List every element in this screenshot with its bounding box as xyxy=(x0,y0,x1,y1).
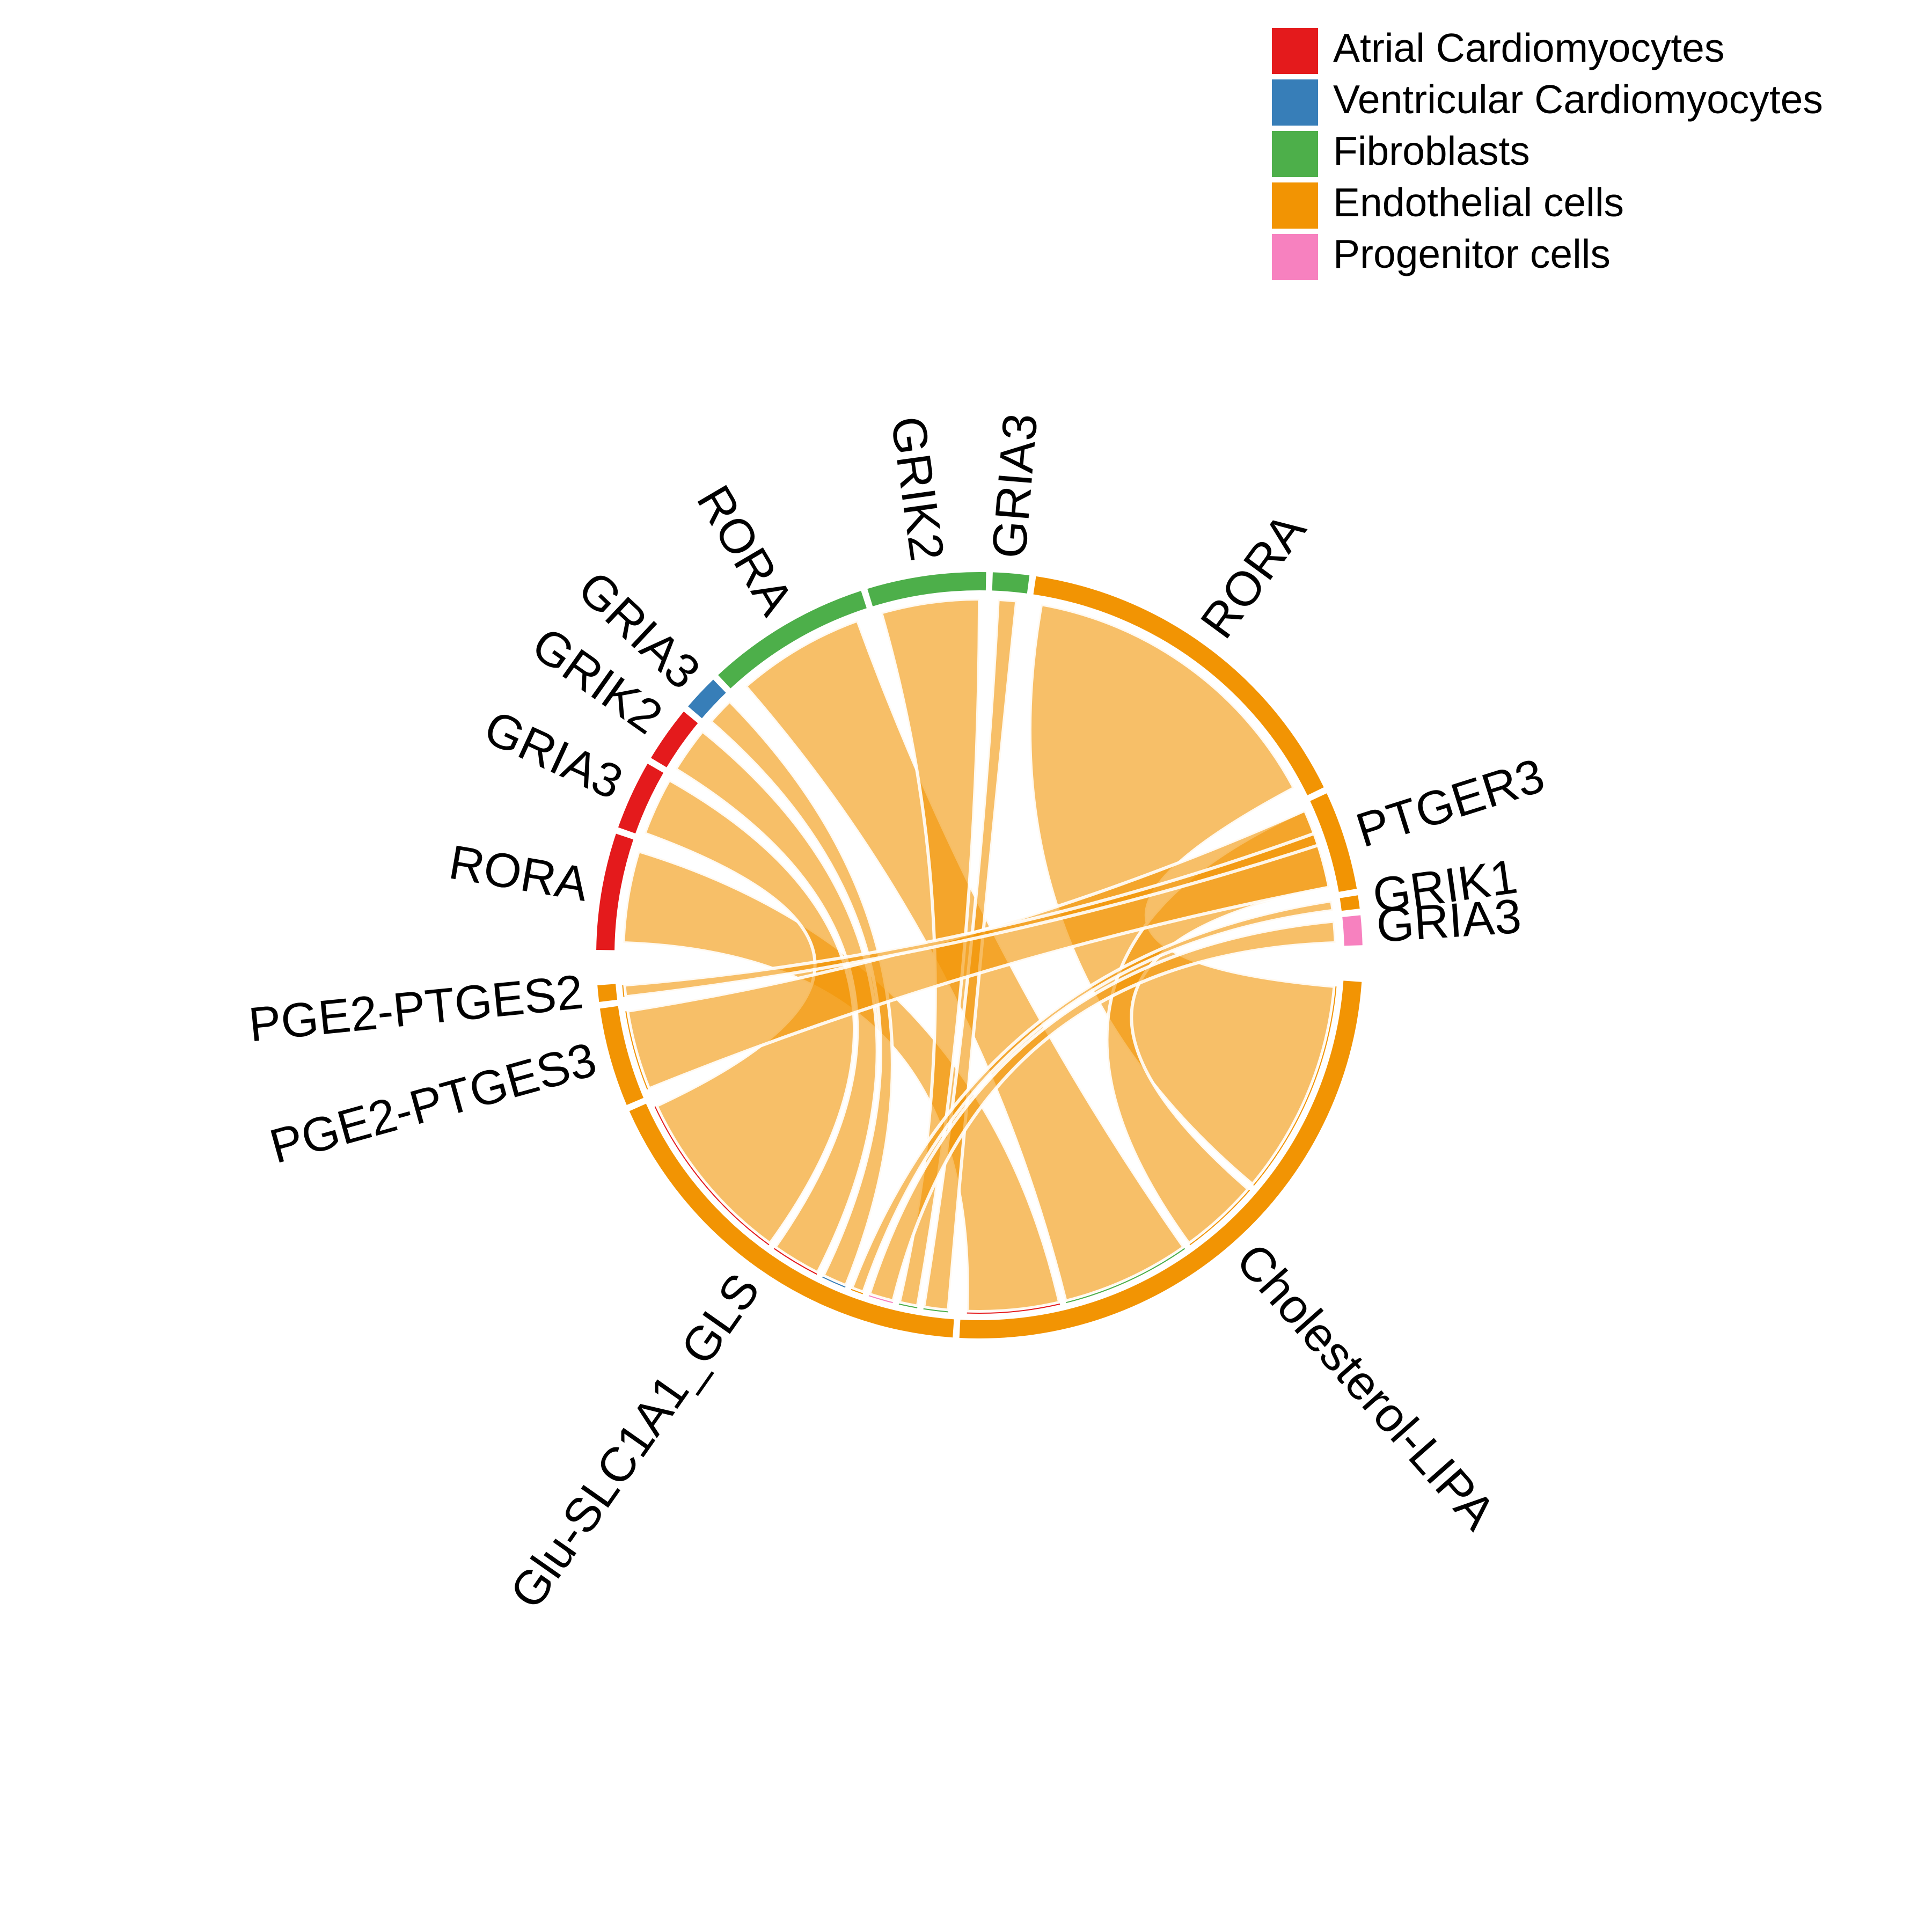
inner-track-pge2_ptges2-ptger3_endo xyxy=(622,985,625,997)
chord-link-pge2_ptges2-to-ptger3_endo xyxy=(623,831,1321,999)
sector-label-cholesterol_lipa: Cholesterol-LIPA xyxy=(1226,1233,1505,1540)
chord-link-glu_slc1a1_gls-to-gria3_ventricular xyxy=(708,699,894,1288)
chord-sectors xyxy=(596,572,1363,1338)
legend-swatch xyxy=(1272,182,1318,229)
sector-arc-gria3_atrial xyxy=(618,764,664,834)
legend-swatch xyxy=(1272,79,1318,126)
sector-arc-pge2_ptges3 xyxy=(599,1006,644,1105)
inner-track-glu_slc1a1_gls-grik2_atrial xyxy=(773,1248,817,1275)
sector-arc-rora_fibro xyxy=(718,590,867,689)
sector-label-glu_slc1a1_gls: Glu-SLC1A1_GLS xyxy=(500,1264,771,1619)
chord-link-glu_slc1a1_gls-to-grik2_fibro xyxy=(879,597,982,1308)
legend-label: Ventricular Cardiomyocytes xyxy=(1333,77,1823,122)
sector-arc-grik1_endo xyxy=(1340,895,1360,911)
legend-swatch xyxy=(1272,234,1318,280)
sector-arc-rora_atrial xyxy=(596,833,634,950)
sector-label-rora_endo: RORA xyxy=(1190,504,1316,648)
inner-track-cholesterol_lipa-rora_atrial xyxy=(967,1303,1060,1314)
legend-label: Atrial Cardiomyocytes xyxy=(1333,25,1724,70)
sector-arc-grik2_atrial xyxy=(650,711,698,767)
inner-track-glu_slc1a1_gls-gria3_fibro xyxy=(923,1308,948,1313)
legend-label: Fibroblasts xyxy=(1333,128,1530,173)
chord-link-glu_slc1a1_gls-to-gria3_prog xyxy=(867,919,1337,1303)
legend-label: Progenitor cells xyxy=(1333,231,1611,276)
legend-swatch xyxy=(1272,131,1318,177)
inner-track-pge2_ptges3-ptger3_endo xyxy=(625,1011,648,1090)
inner-track-glu_slc1a1_gls-grik2_fibro xyxy=(898,1303,918,1308)
sector-label-rora_fibro: RORA xyxy=(686,477,803,624)
inner-track-glu_slc1a1_gls-grik1_endo xyxy=(851,1289,863,1294)
sector-label-grik2_fibro: GRIK2 xyxy=(881,413,954,564)
sector-label-rora_atrial: RORA xyxy=(445,836,592,912)
legend-swatch xyxy=(1272,28,1318,74)
sector-label-gria3_prog: GRIA3 xyxy=(1375,890,1523,953)
inner-track-glu_slc1a1_gls-gria3_ventricular xyxy=(822,1276,846,1288)
chord-link-pge2_ptges3-to-ptger3_endo xyxy=(625,808,1331,1091)
legend: Atrial Cardiomyocytes Ventricular Cardiom… xyxy=(1272,25,1823,280)
chord-link-glu_slc1a1_gls-to-grik1_endo xyxy=(850,898,1335,1294)
sector-label-pge2_ptges3: PGE2-PTGES3 xyxy=(264,1033,602,1174)
chord-links xyxy=(621,597,1337,1313)
sector-arc-gria3_fibro xyxy=(992,572,1030,594)
sector-label-ptger3_endo: PTGER3 xyxy=(1350,749,1550,858)
sector-arc-pge2_ptges2 xyxy=(597,984,618,1002)
chord-link-glu_slc1a1_gls-to-grik2_atrial xyxy=(673,728,879,1275)
sector-arc-rora_endo xyxy=(1033,576,1324,795)
sector-arc-gria3_ventricular xyxy=(688,679,726,719)
sector-arc-grik2_fibro xyxy=(867,572,986,606)
sector-label-gria3_fibro: GRIA3 xyxy=(982,412,1048,560)
sector-arc-ptger3_endo xyxy=(1310,793,1357,892)
sector-arc-gria3_prog xyxy=(1342,915,1363,946)
sector-label-pge2_ptges2: PGE2-PTGES2 xyxy=(246,965,586,1052)
inner-track-glu_slc1a1_gls-gria3_prog xyxy=(868,1295,893,1304)
legend-label: Endothelial cells xyxy=(1333,180,1624,225)
